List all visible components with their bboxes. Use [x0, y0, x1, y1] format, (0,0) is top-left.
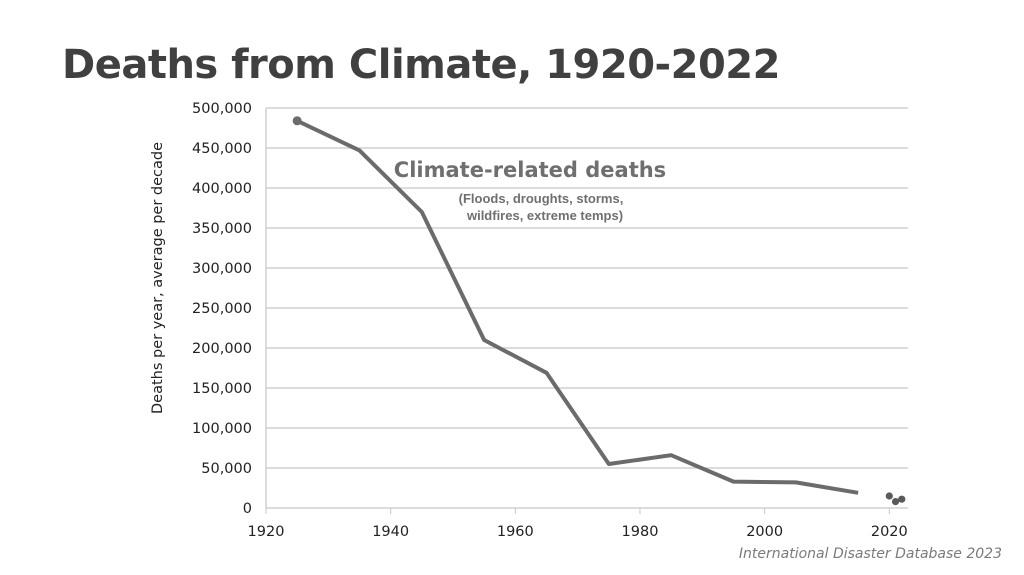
y-tick-label: 200,000 — [192, 341, 252, 357]
y-tick-label: 350,000 — [192, 221, 252, 237]
data-point — [885, 492, 893, 500]
y-tick-label: 150,000 — [192, 381, 252, 397]
y-tick-label: 400,000 — [192, 181, 252, 197]
y-tick-label: 0 — [243, 501, 252, 517]
y-tick-label: 250,000 — [192, 301, 252, 317]
annotation-title: Climate-related deaths — [394, 158, 666, 182]
y-tick-label: 100,000 — [192, 421, 252, 437]
y-tick-label: 50,000 — [201, 461, 252, 477]
annotation-line-2: wildfires, extreme temps) — [466, 208, 623, 223]
x-tick-label: 1980 — [622, 524, 659, 540]
annotation-line-1: (Floods, droughts, storms, — [459, 191, 624, 206]
series-start-point — [292, 116, 302, 126]
y-axis-label: Deaths per year, average per decade — [150, 142, 166, 414]
data-point — [898, 495, 906, 503]
x-tick-label: 2000 — [746, 524, 783, 540]
series-line — [296, 118, 859, 495]
x-tick-label: 2020 — [871, 524, 908, 540]
chart-title: Deaths from Climate, 1920-2022 — [62, 42, 780, 88]
data-point — [891, 498, 900, 506]
y-tick-label: 450,000 — [192, 141, 252, 157]
x-tick-label: 1960 — [497, 524, 534, 540]
x-tick-label: 1920 — [248, 524, 285, 540]
y-tick-label: 500,000 — [192, 101, 252, 117]
x-tick-label: 1940 — [372, 524, 409, 540]
source-credit: International Disaster Database 2023 — [738, 546, 1002, 562]
y-tick-label: 300,000 — [192, 261, 252, 277]
